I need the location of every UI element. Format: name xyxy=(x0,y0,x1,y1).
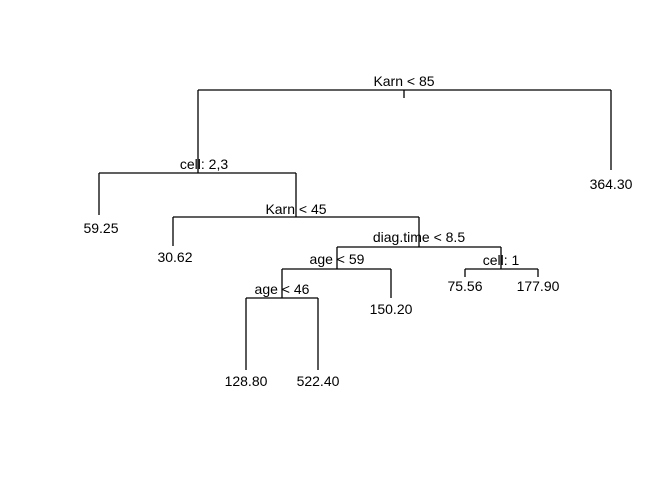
leaf-value-177-90: 177.90 xyxy=(517,278,560,294)
split-node-diag-time: diag.time < 8.5 xyxy=(336,229,502,269)
leaf-value-128-80: 128.80 xyxy=(225,373,268,389)
split-label-n44: age < 46 xyxy=(255,281,310,297)
split-node-cell-2-3: cell: 2,3 xyxy=(98,156,297,217)
split-label-n11: diag.time < 8.5 xyxy=(373,229,465,245)
split-node-karn-45: Karn < 45 xyxy=(172,201,420,247)
split-label-n2: cell: 2,3 xyxy=(180,156,228,172)
split-label-n5: Karn < 45 xyxy=(265,201,326,217)
leaf-value-59-25: 59.25 xyxy=(83,220,118,236)
leaf-value-150-20: 150.20 xyxy=(370,301,413,317)
leaf-value-75-56: 75.56 xyxy=(447,278,482,294)
split-label-n22: age < 59 xyxy=(310,251,365,267)
split-node-age-59: age < 59 xyxy=(281,251,392,298)
leaf-value-522-40: 522.40 xyxy=(297,373,340,389)
leaf-value-364-30: 364.30 xyxy=(590,176,633,192)
split-label-root: Karn < 85 xyxy=(373,73,434,89)
leaf-value-30-62: 30.62 xyxy=(157,249,192,265)
split-label-n23: cell: 1 xyxy=(483,252,520,268)
split-node-age-46: age < 46 xyxy=(245,281,319,370)
split-node-cell-1: cell: 1 xyxy=(464,252,539,277)
split-node-root: Karn < 85 xyxy=(197,73,612,173)
